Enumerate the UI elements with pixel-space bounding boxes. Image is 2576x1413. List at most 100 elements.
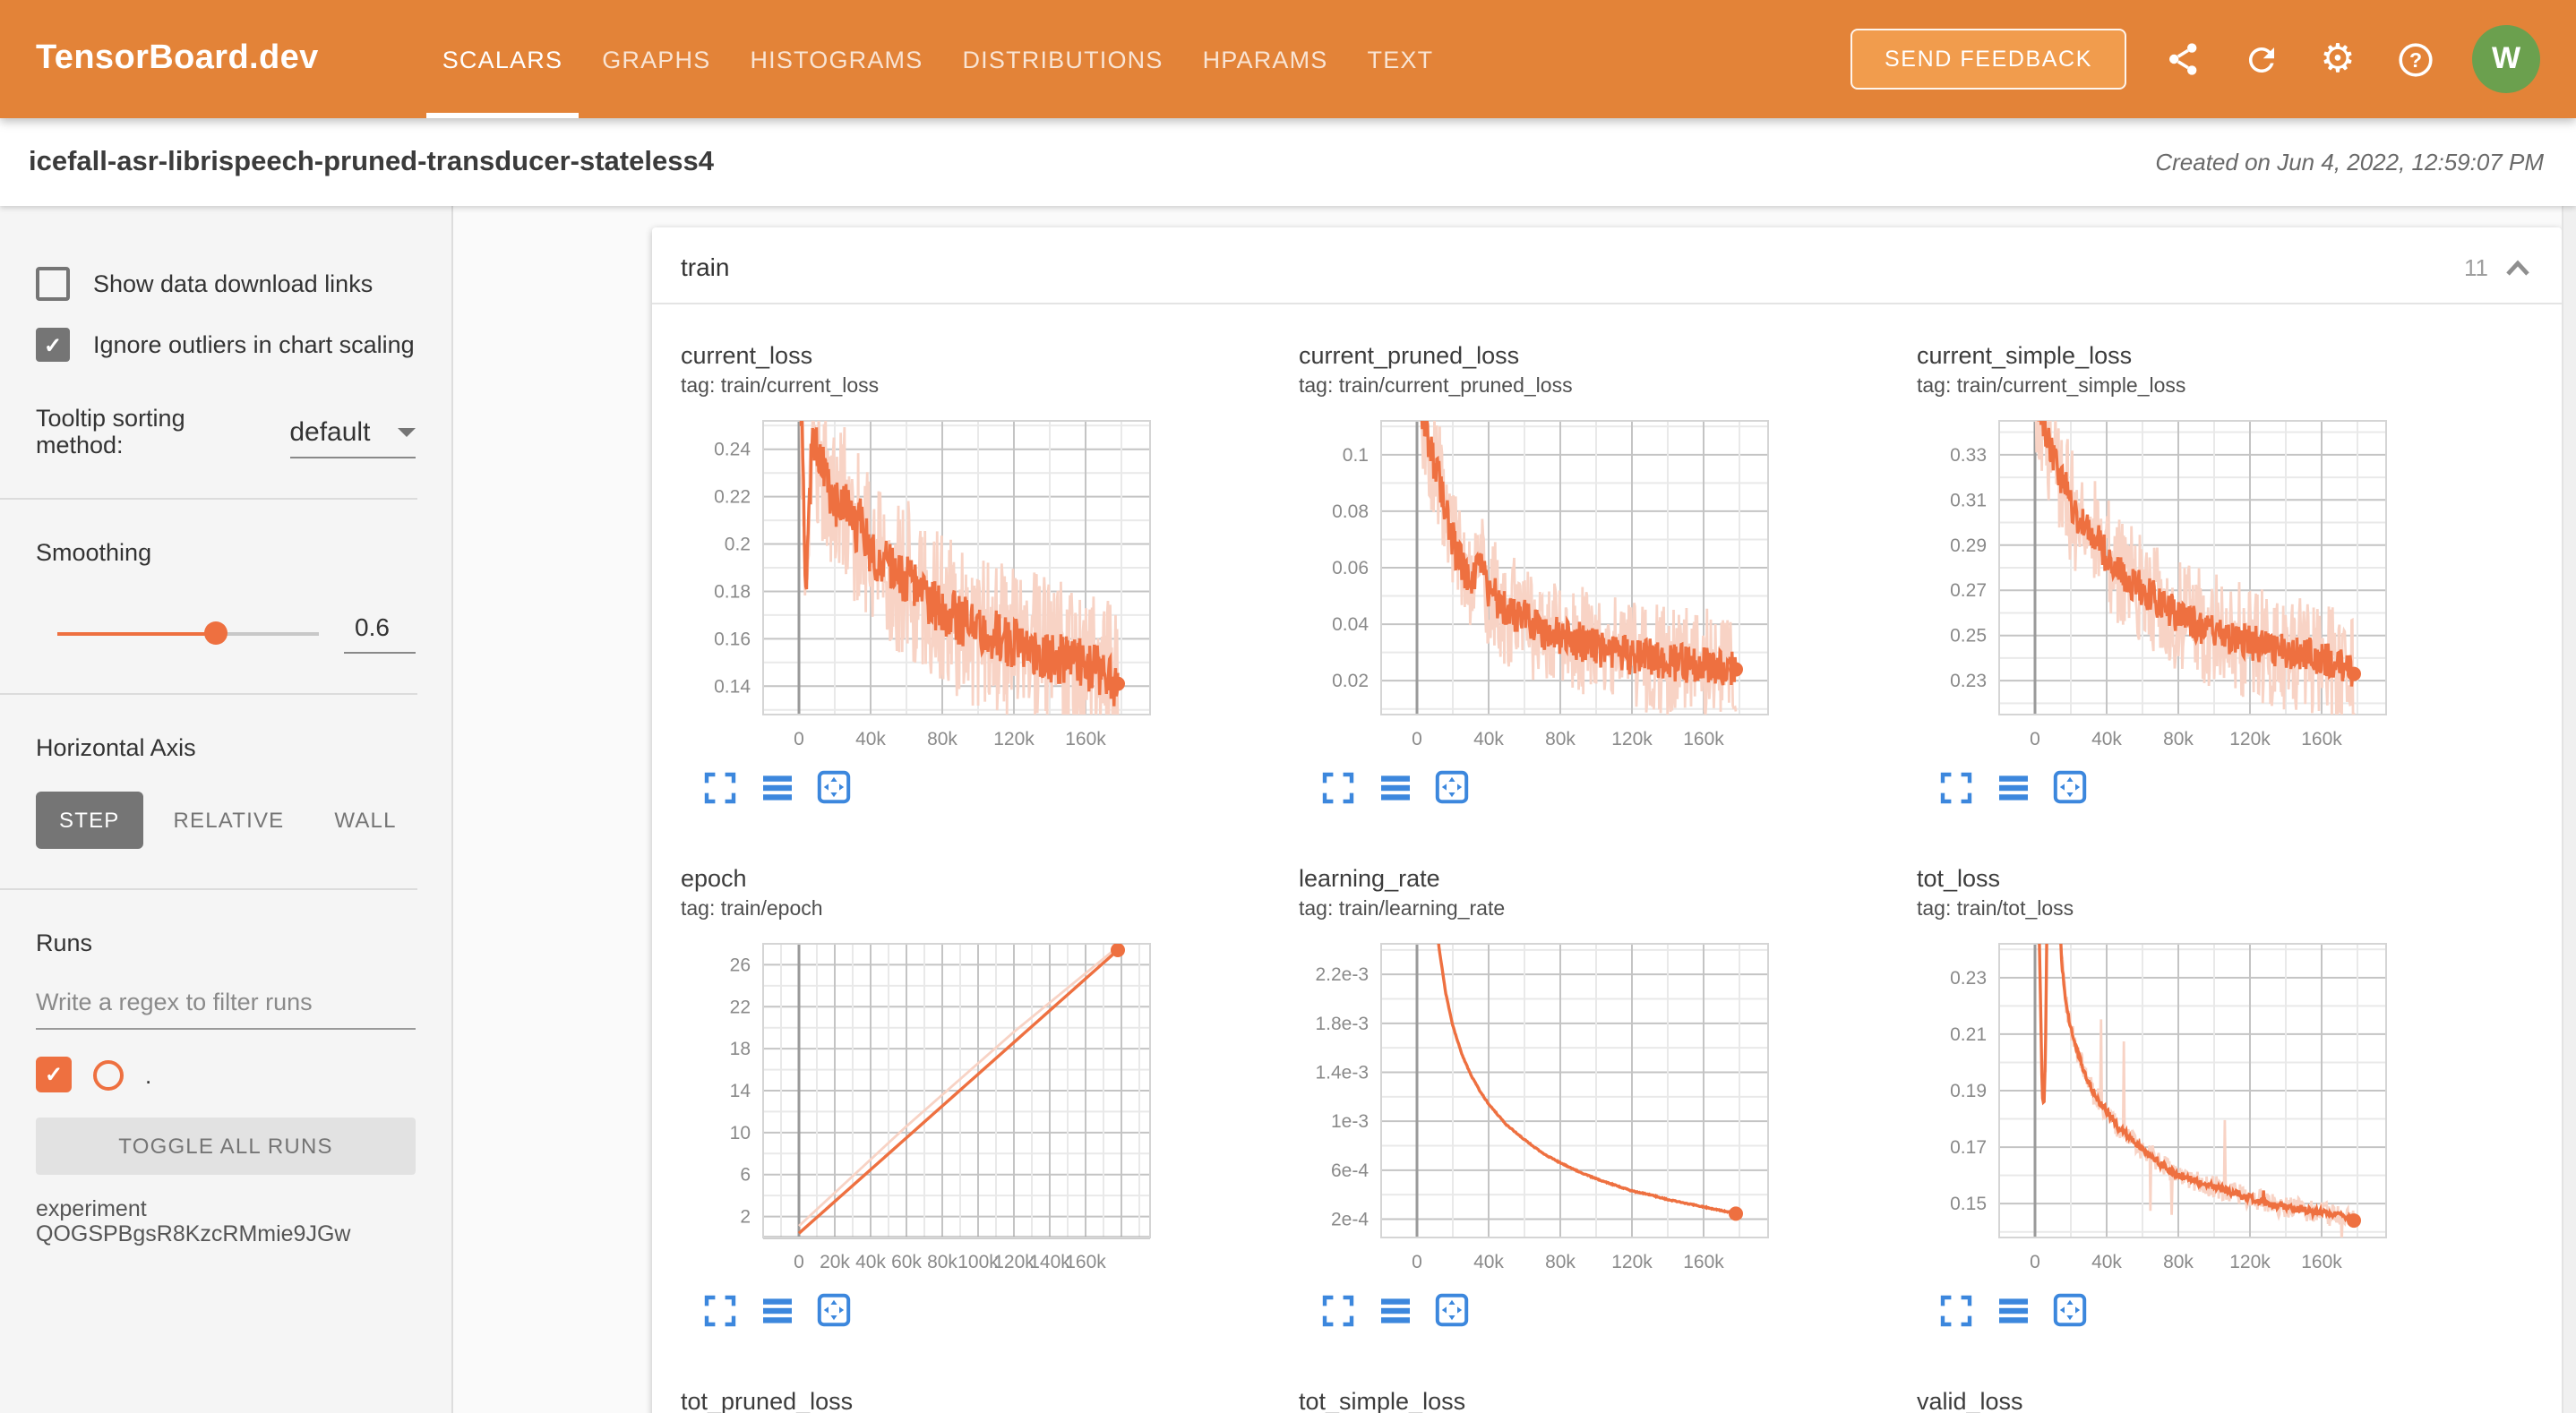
data-bars-icon[interactable] bbox=[760, 770, 794, 804]
ignore-outliers-checkbox[interactable] bbox=[36, 328, 70, 362]
chart-toolbar bbox=[681, 770, 1272, 804]
current_loss-chart-canvas[interactable]: 0.14 0.16 0.18 0.2 0.22 0.24 0 40k 80k 120k 160k bbox=[681, 414, 1164, 765]
svg-text:0.23: 0.23 bbox=[1950, 671, 1987, 691]
settings-icon[interactable]: ⚙ bbox=[2320, 36, 2356, 81]
tab-distributions[interactable]: DISTRIBUTIONS bbox=[962, 46, 1163, 73]
smoothing-slider-thumb[interactable] bbox=[203, 621, 228, 644]
data-bars-icon[interactable] bbox=[1996, 1293, 2030, 1327]
learning_rate-chart-canvas[interactable]: 2e-4 6e-4 1e-3 1.4e-3 1.8e-3 2.2e-3 0 40k 80k 120… bbox=[1299, 937, 1782, 1288]
help-icon[interactable]: ? bbox=[2395, 39, 2434, 79]
svg-text:160k: 160k bbox=[1065, 729, 1106, 749]
run-color-swatch bbox=[93, 1059, 124, 1090]
expand-icon[interactable] bbox=[1320, 770, 1354, 804]
chart-title: epoch bbox=[681, 865, 747, 892]
chevron-down-icon bbox=[398, 428, 416, 437]
tot_loss-chart-canvas[interactable]: 0.15 0.17 0.19 0.21 0.23 0 40k 80k 120k 160k bbox=[1917, 937, 2400, 1288]
breadcrumb: icefall-asr-librispeech-pruned-transduce… bbox=[0, 118, 2576, 206]
tab-scalars[interactable]: SCALARS bbox=[423, 0, 582, 118]
tab-text[interactable]: TEXT bbox=[1367, 46, 1434, 73]
scalar-chart-card: learning_rate tag: train/learning_rate 2… bbox=[1299, 865, 1890, 1327]
tab-hparams[interactable]: HPARAMS bbox=[1202, 46, 1328, 73]
expand-icon[interactable] bbox=[702, 1293, 736, 1327]
fit-domain-icon[interactable] bbox=[817, 770, 851, 804]
scalar-chart-card: current_simple_loss tag: train/current_s… bbox=[1917, 342, 2508, 804]
show-download-links-row[interactable]: Show data download links bbox=[36, 267, 416, 301]
svg-text:160k: 160k bbox=[2301, 1252, 2342, 1272]
ignore-outliers-label: Ignore outliers in chart scaling bbox=[93, 331, 415, 358]
data-bars-icon[interactable] bbox=[1996, 770, 2030, 804]
data-bars-icon[interactable] bbox=[760, 1293, 794, 1327]
chart-title: current_loss bbox=[681, 342, 813, 369]
svg-text:0: 0 bbox=[794, 1252, 804, 1272]
expand-icon[interactable] bbox=[1320, 1293, 1354, 1327]
expand-icon[interactable] bbox=[1938, 770, 1972, 804]
svg-text:0: 0 bbox=[2030, 729, 2040, 749]
send-feedback-button[interactable]: SEND FEEDBACK bbox=[1850, 29, 2126, 90]
runs-label: Runs bbox=[36, 929, 93, 956]
runs-filter-input[interactable] bbox=[36, 981, 416, 1030]
fit-domain-icon[interactable] bbox=[2053, 1293, 2087, 1327]
smoothing-value-input[interactable] bbox=[344, 612, 416, 654]
svg-text:80k: 80k bbox=[2163, 1252, 2194, 1272]
smoothing-slider-fill bbox=[57, 631, 215, 635]
current_pruned_loss-chart-canvas[interactable]: 0.02 0.04 0.06 0.08 0.1 0 40k 80k 120k 160k bbox=[1299, 414, 1782, 765]
expand-icon[interactable] bbox=[1938, 1293, 1972, 1327]
svg-text:0.02: 0.02 bbox=[1332, 671, 1369, 691]
svg-text:0: 0 bbox=[1412, 1252, 1422, 1272]
share-icon[interactable] bbox=[2164, 39, 2203, 79]
expand-icon[interactable] bbox=[702, 770, 736, 804]
svg-text:0.31: 0.31 bbox=[1950, 490, 1987, 510]
svg-text:120k: 120k bbox=[993, 729, 1035, 749]
svg-text:6e-4: 6e-4 bbox=[1331, 1160, 1369, 1181]
run-checkbox[interactable] bbox=[36, 1057, 72, 1092]
chart-tag: tag: train/learning_rate bbox=[1299, 899, 1506, 921]
tab-histograms[interactable]: HISTOGRAMS bbox=[750, 46, 923, 73]
train-section-card: train 11 current_loss tag: train/current… bbox=[652, 227, 2562, 1413]
chart-tag: tag: train/current_simple_loss bbox=[1917, 376, 2186, 398]
avatar[interactable]: W bbox=[2472, 25, 2540, 93]
ignore-outliers-row[interactable]: Ignore outliers in chart scaling bbox=[36, 328, 416, 362]
chevron-up-icon bbox=[2506, 259, 2529, 275]
toggle-all-runs-button[interactable]: TOGGLE ALL RUNS bbox=[36, 1118, 416, 1175]
current_simple_loss-chart-canvas[interactable]: 0.23 0.25 0.27 0.29 0.31 0.33 0 40k 80k 120k 160k bbox=[1917, 414, 2400, 765]
section-title: train bbox=[681, 253, 730, 281]
train-section-header[interactable]: train 11 bbox=[652, 227, 2562, 304]
tooltip-sorting-value: default bbox=[289, 417, 371, 448]
app-header: TensorBoard.dev SCALARS GRAPHS HISTOGRAMS D… bbox=[0, 0, 2576, 118]
fit-domain-icon[interactable] bbox=[1435, 1293, 1469, 1327]
dashboard-main: train 11 current_loss tag: train/current… bbox=[453, 206, 2576, 1413]
tab-graphs[interactable]: GRAPHS bbox=[602, 46, 711, 73]
chart-tag: tag: train/current_loss bbox=[681, 376, 880, 398]
svg-text:0.15: 0.15 bbox=[1950, 1194, 1987, 1214]
fit-domain-icon[interactable] bbox=[2053, 770, 2087, 804]
experiment-id-label: experiment QOGSPBgsR8KzcRMmie9JGw bbox=[36, 1196, 351, 1246]
chart-toolbar bbox=[1917, 1293, 2508, 1327]
chart-title: tot_loss bbox=[1917, 865, 2001, 892]
svg-text:20k: 20k bbox=[820, 1252, 850, 1272]
created-timestamp: Created on Jun 4, 2022, 12:59:07 PM bbox=[2155, 149, 2544, 176]
svg-text:0.33: 0.33 bbox=[1950, 445, 1987, 466]
chart-tag: tag: train/epoch bbox=[681, 899, 823, 921]
scrollbar[interactable] bbox=[2562, 206, 2576, 1413]
chart-toolbar bbox=[681, 1293, 1272, 1327]
data-bars-icon[interactable] bbox=[1378, 1293, 1412, 1327]
section-chart-count: 11 bbox=[2464, 253, 2488, 280]
data-bars-icon[interactable] bbox=[1378, 770, 1412, 804]
axis-mode-wall[interactable]: WALL bbox=[334, 808, 397, 833]
svg-text:0.08: 0.08 bbox=[1332, 501, 1369, 522]
smoothing-slider[interactable] bbox=[57, 621, 319, 644]
axis-mode-step[interactable]: STEP bbox=[36, 792, 143, 849]
svg-text:1.4e-3: 1.4e-3 bbox=[1315, 1063, 1369, 1083]
collapse-section-button[interactable] bbox=[2503, 255, 2533, 278]
fit-domain-icon[interactable] bbox=[1435, 770, 1469, 804]
svg-text:100k: 100k bbox=[957, 1252, 999, 1272]
svg-text:22: 22 bbox=[730, 997, 751, 1017]
show-download-links-checkbox[interactable] bbox=[36, 267, 70, 301]
run-list-item[interactable]: . bbox=[36, 1057, 416, 1092]
axis-mode-relative[interactable]: RELATIVE bbox=[173, 808, 285, 833]
refresh-icon[interactable] bbox=[2241, 39, 2280, 79]
fit-domain-icon[interactable] bbox=[817, 1293, 851, 1327]
svg-text:0.27: 0.27 bbox=[1950, 580, 1987, 601]
tooltip-sorting-select[interactable]: default bbox=[289, 417, 416, 458]
